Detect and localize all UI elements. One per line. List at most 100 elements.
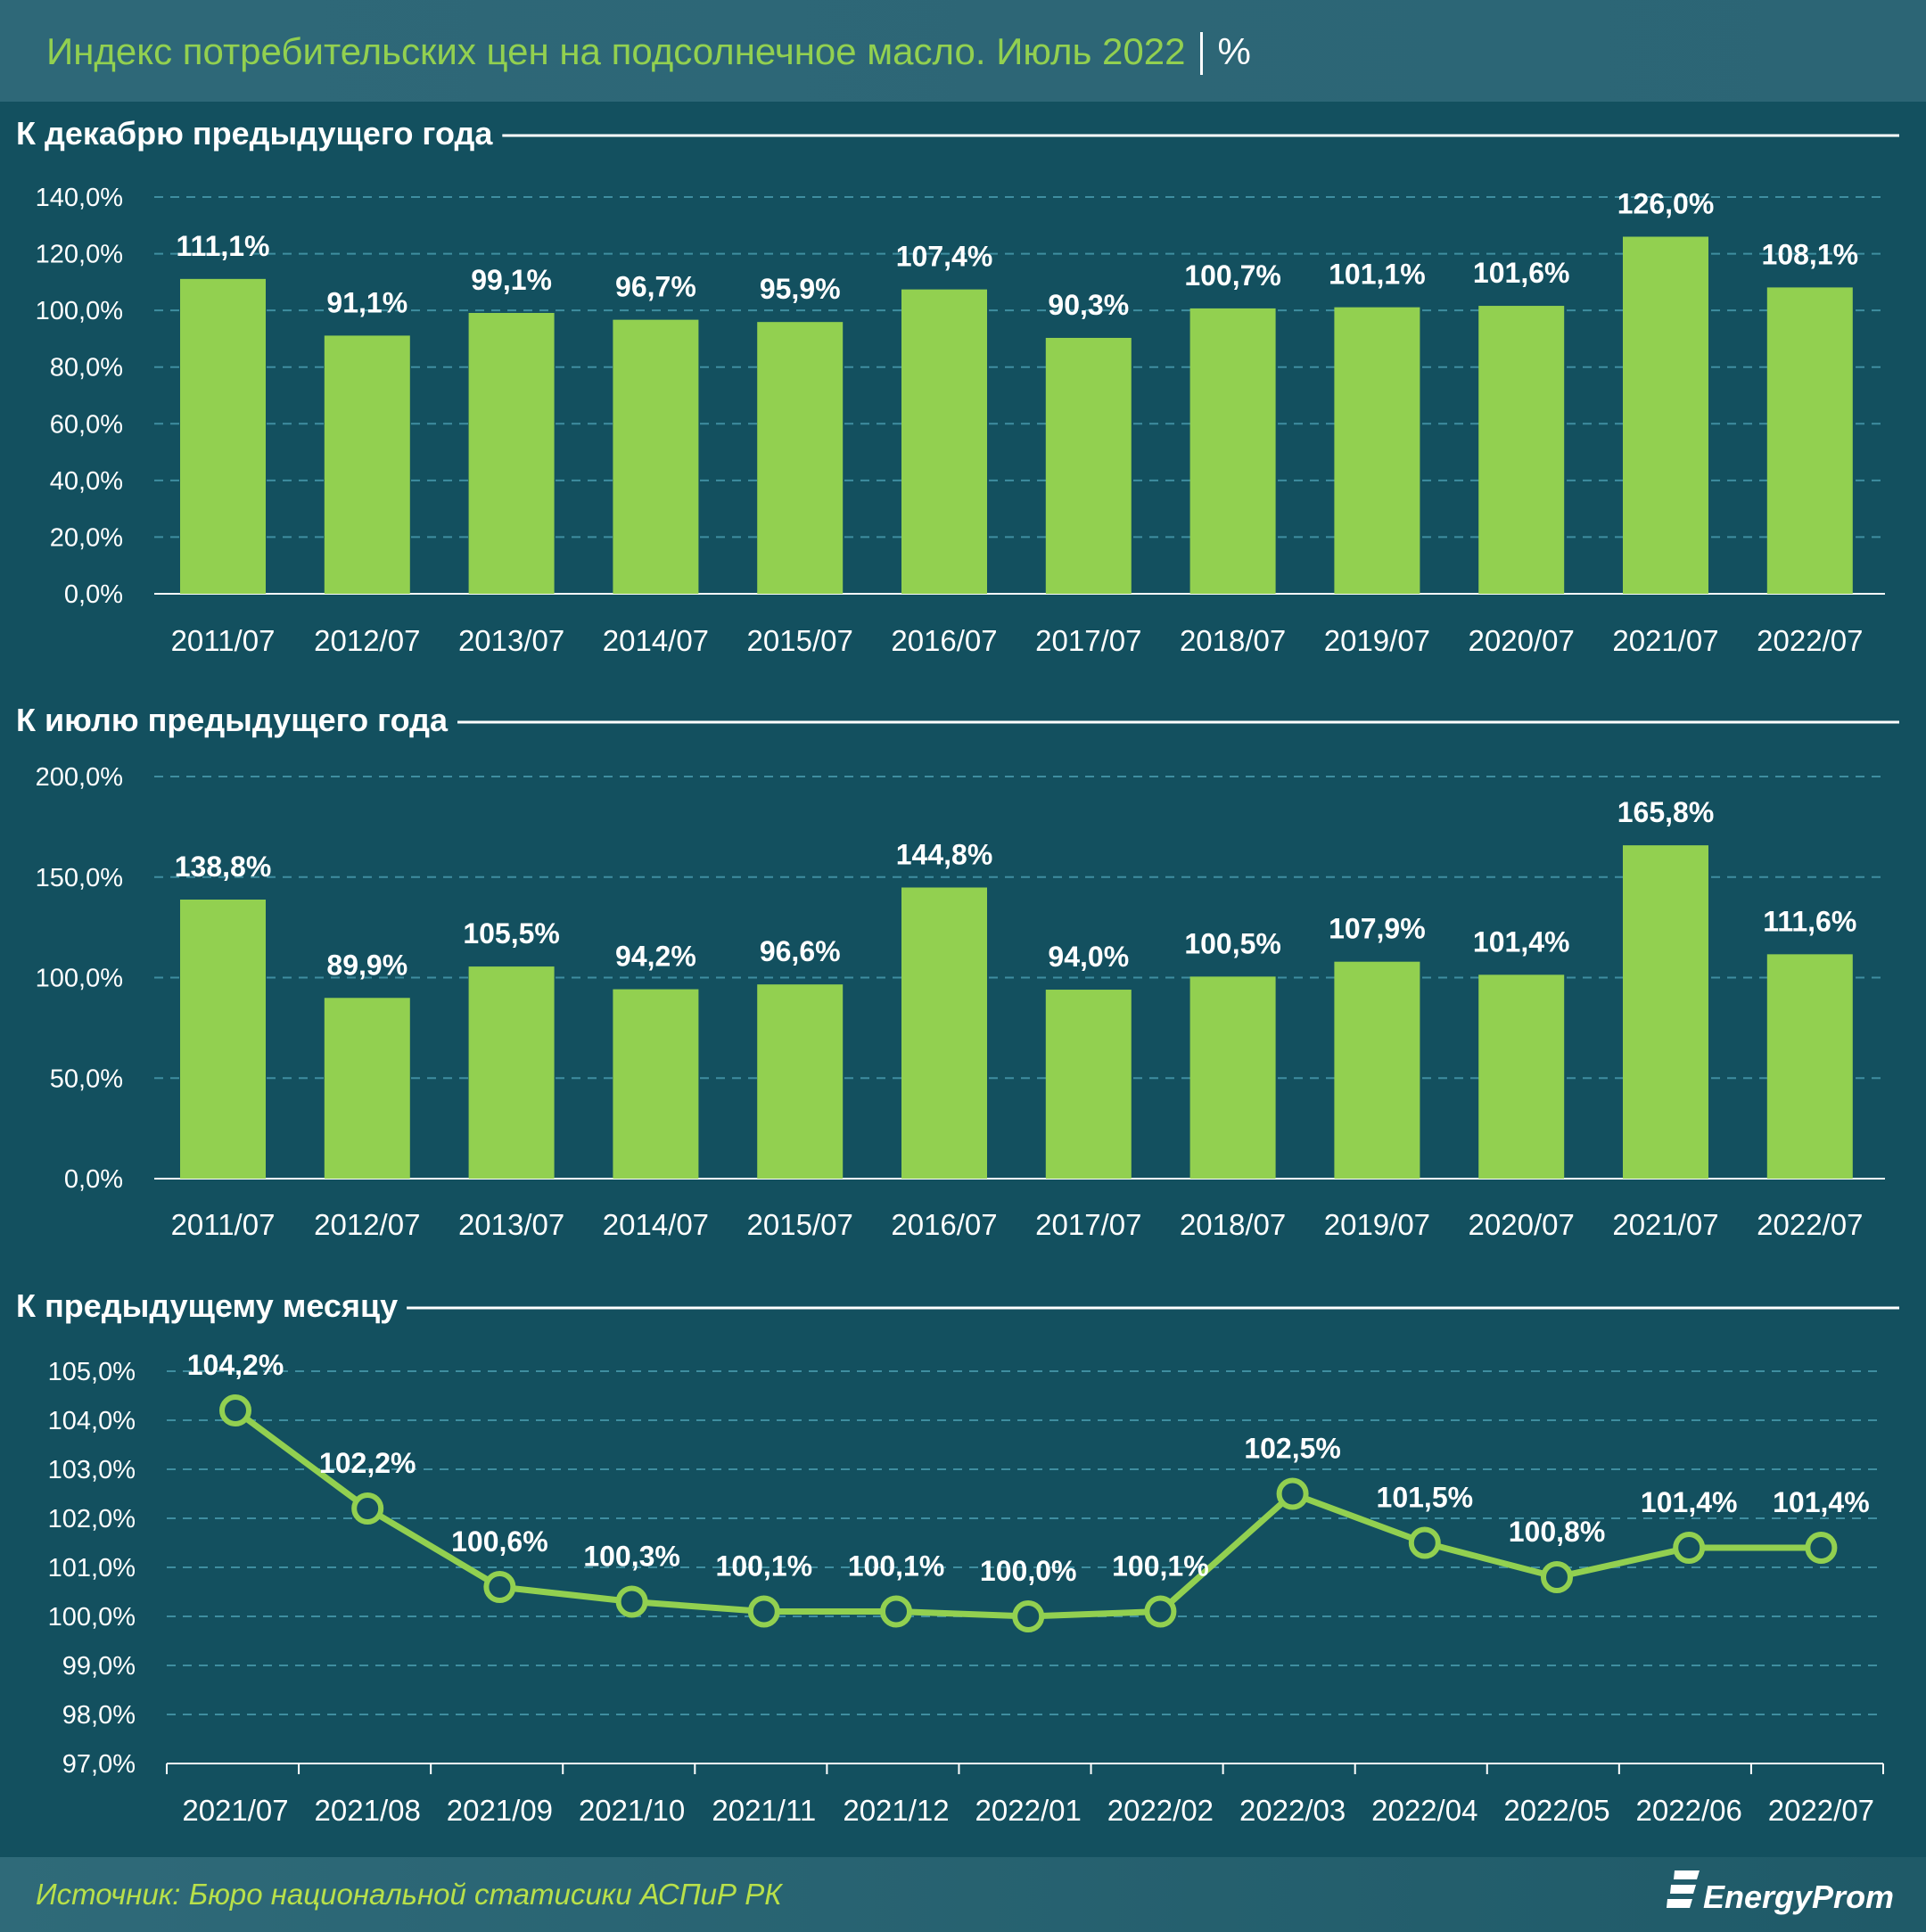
x-tick-label: 2020/07 bbox=[1469, 1208, 1575, 1241]
bar bbox=[1045, 337, 1132, 594]
x-tick-label: 2015/07 bbox=[747, 624, 853, 657]
x-tick-label: 2021/11 bbox=[712, 1794, 816, 1827]
bar bbox=[180, 278, 266, 594]
x-tick-label: 2019/07 bbox=[1324, 1208, 1430, 1241]
y-tick-label: 140,0% bbox=[36, 184, 123, 212]
footer-bar bbox=[0, 1857, 1926, 1932]
data-label: 107,9% bbox=[1329, 913, 1426, 945]
data-label: 107,4% bbox=[896, 241, 993, 273]
x-tick-label: 2021/08 bbox=[315, 1794, 421, 1827]
data-label: 111,1% bbox=[177, 230, 270, 262]
y-tick-label: 98,0% bbox=[62, 1701, 136, 1730]
y-tick-label: 150,0% bbox=[36, 864, 123, 892]
data-label: 89,9% bbox=[326, 949, 407, 981]
bar bbox=[613, 319, 699, 594]
bar bbox=[324, 335, 410, 594]
data-label: 99,1% bbox=[471, 264, 552, 296]
data-label: 104,2% bbox=[187, 1349, 284, 1381]
bar bbox=[1334, 307, 1420, 594]
bar bbox=[324, 998, 410, 1179]
bar bbox=[1334, 961, 1420, 1179]
x-tick-label: 2016/07 bbox=[891, 624, 997, 657]
x-tick-label: 2018/07 bbox=[1180, 624, 1286, 657]
bar bbox=[1623, 236, 1708, 594]
data-label: 95,9% bbox=[760, 273, 841, 305]
data-label: 100,5% bbox=[1184, 927, 1281, 959]
data-label: 100,3% bbox=[583, 1541, 680, 1573]
bar bbox=[468, 966, 555, 1179]
data-label: 101,6% bbox=[1473, 257, 1570, 289]
bar bbox=[757, 322, 844, 594]
x-tick-label: 2017/07 bbox=[1035, 1208, 1141, 1241]
bar bbox=[180, 900, 266, 1179]
section-title: К предыдущему месяцу bbox=[16, 1287, 398, 1324]
bar bbox=[1045, 990, 1132, 1179]
data-label: 165,8% bbox=[1617, 796, 1715, 828]
data-point bbox=[1408, 1526, 1441, 1559]
x-tick-label: 2013/07 bbox=[458, 624, 564, 657]
data-point bbox=[219, 1394, 251, 1426]
bar bbox=[1189, 308, 1276, 594]
data-label: 101,5% bbox=[1377, 1482, 1474, 1514]
data-label: 111,6% bbox=[1763, 905, 1856, 937]
data-point bbox=[880, 1595, 912, 1628]
y-tick-label: 100,0% bbox=[36, 965, 123, 993]
data-label: 144,8% bbox=[896, 838, 993, 870]
x-tick-label: 2020/07 bbox=[1469, 624, 1575, 657]
x-tick-label: 2019/07 bbox=[1324, 624, 1430, 657]
x-tick-label: 2022/06 bbox=[1636, 1794, 1742, 1827]
section-title: К декабрю предыдущего года bbox=[16, 115, 493, 152]
data-label: 101,4% bbox=[1641, 1486, 1738, 1518]
data-label: 96,6% bbox=[760, 935, 841, 967]
data-label: 100,1% bbox=[848, 1550, 945, 1583]
bar bbox=[1766, 287, 1853, 594]
bar bbox=[901, 289, 987, 594]
y-tick-label: 97,0% bbox=[62, 1750, 136, 1779]
y-tick-label: 60,0% bbox=[50, 410, 123, 439]
x-tick-label: 2014/07 bbox=[603, 1208, 709, 1241]
data-label: 105,5% bbox=[463, 917, 560, 950]
energyprom-logo: EnergyProm bbox=[1667, 1870, 1894, 1915]
data-point bbox=[615, 1585, 648, 1618]
y-tick-label: 40,0% bbox=[50, 467, 123, 496]
data-point bbox=[351, 1492, 384, 1525]
data-point bbox=[1012, 1600, 1045, 1632]
y-tick-label: 102,0% bbox=[48, 1505, 136, 1533]
chart-1: К декабрю предыдущего года 0,0% 20,0% 40,0%… bbox=[16, 115, 1899, 657]
x-tick-label: 2022/07 bbox=[1757, 1208, 1863, 1241]
chart-2: К июлю предыдущего года 0,0% 50,0% 100,0% 15… bbox=[16, 702, 1899, 1241]
x-tick-label: 2012/07 bbox=[314, 624, 420, 657]
y-tick-label: 101,0% bbox=[48, 1554, 136, 1583]
x-tick-label: 2021/12 bbox=[843, 1794, 949, 1827]
data-label: 101,4% bbox=[1473, 925, 1570, 958]
x-tick-label: 2014/07 bbox=[603, 624, 709, 657]
data-point bbox=[483, 1571, 516, 1603]
x-tick-label: 2013/07 bbox=[458, 1208, 564, 1241]
data-point bbox=[1144, 1595, 1177, 1628]
y-tick-label: 50,0% bbox=[50, 1065, 123, 1093]
data-label: 108,1% bbox=[1762, 238, 1859, 270]
x-tick-label: 2011/07 bbox=[171, 1208, 276, 1241]
data-label: 100,0% bbox=[980, 1555, 1077, 1587]
data-label: 100,8% bbox=[1509, 1516, 1606, 1548]
data-label: 96,7% bbox=[615, 271, 696, 303]
y-tick-label: 200,0% bbox=[36, 763, 123, 792]
x-tick-label: 2016/07 bbox=[891, 1208, 997, 1241]
data-point bbox=[747, 1595, 780, 1628]
x-tick-label: 2022/03 bbox=[1239, 1794, 1346, 1827]
data-label: 101,4% bbox=[1773, 1486, 1870, 1518]
data-label: 94,2% bbox=[615, 941, 696, 973]
x-tick-label: 2022/05 bbox=[1503, 1794, 1609, 1827]
header-bar bbox=[0, 0, 1926, 102]
data-label: 100,1% bbox=[716, 1550, 813, 1583]
y-tick-label: 104,0% bbox=[48, 1407, 136, 1435]
y-tick-label: 100,0% bbox=[36, 297, 123, 325]
x-tick-label: 2011/07 bbox=[171, 624, 276, 657]
y-tick-label: 103,0% bbox=[48, 1456, 136, 1484]
page-title: Индекс потребительских цен на подсолнечн… bbox=[46, 30, 1185, 72]
y-tick-label: 20,0% bbox=[50, 523, 123, 552]
x-tick-label: 2022/04 bbox=[1371, 1794, 1477, 1827]
y-tick-label: 0,0% bbox=[64, 580, 123, 609]
x-tick-label: 2012/07 bbox=[314, 1208, 420, 1241]
logo-text: EnergyProm bbox=[1703, 1879, 1894, 1915]
